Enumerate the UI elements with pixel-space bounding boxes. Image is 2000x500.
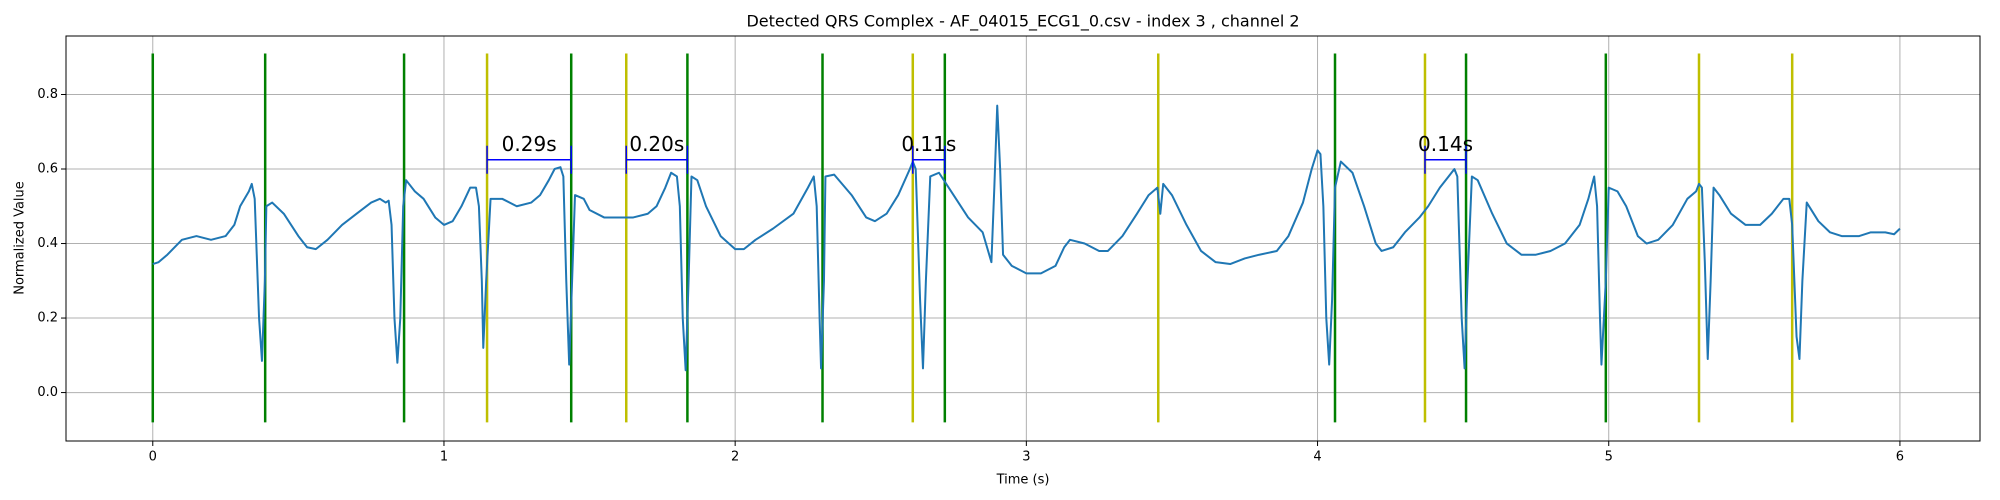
interval-bracket [486,145,572,174]
ecg-line [152,104,1901,372]
interval-label: 0.20s [629,132,684,156]
x-tick-label: 1 [440,450,448,465]
plot-frame [65,35,1981,442]
interval-bracket [625,145,689,174]
chart-title: Detected QRS Complex - AF_04015_ECG1_0.c… [746,12,1299,32]
x-tick-label: 2 [731,450,739,465]
interval-label: 0.29s [502,132,557,156]
x-tick-label: 5 [1605,450,1613,465]
interval-label: 0.11s [901,132,956,156]
y-tick-label: 0.8 [37,87,58,102]
interval-bracket [1424,145,1467,174]
y-axis-label: Normalized Value [13,181,28,295]
y-tick-label: 0.4 [37,236,58,251]
interval-bracket [912,145,946,174]
x-tick-label: 3 [1022,450,1030,465]
y-tick-label: 0.6 [37,162,58,177]
x-tick-label: 6 [1896,450,1904,465]
x-tick-label: 4 [1313,450,1321,465]
x-tick-label: 0 [149,450,157,465]
y-tick-label: 0.0 [37,385,58,400]
interval-label: 0.14s [1418,132,1473,156]
y-tick-label: 0.2 [37,311,58,326]
x-axis-label: Time (s) [996,473,1050,488]
